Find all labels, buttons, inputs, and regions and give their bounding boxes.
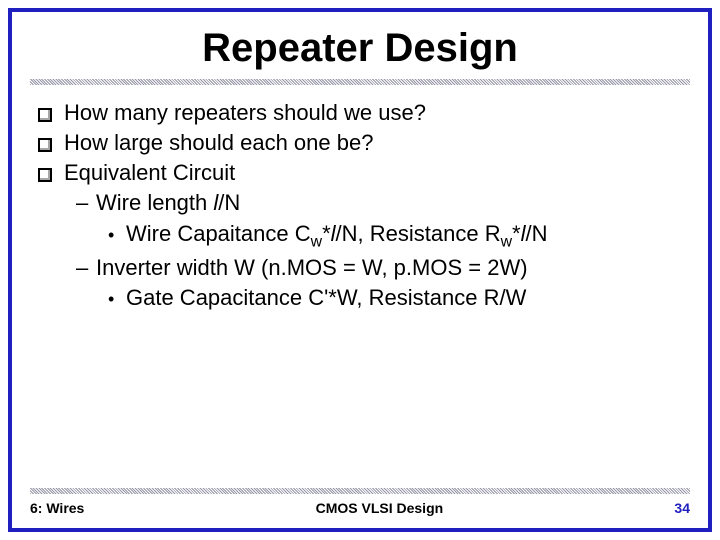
bullet-item: How many repeaters should we use? — [38, 99, 690, 127]
footer-left: 6: Wires — [30, 500, 84, 516]
text-fragment: * — [512, 221, 521, 246]
slide-footer: 6: Wires CMOS VLSI Design 34 — [30, 488, 690, 516]
bullet-text: Wire length l/N — [96, 189, 240, 217]
sub-bullet-item: – Inverter width W (n.MOS = W, p.MOS = 2… — [38, 254, 690, 282]
bullet-text: Equivalent Circuit — [64, 159, 235, 187]
bullet-text: How many repeaters should we use? — [64, 99, 426, 127]
text-subscript: w — [311, 233, 322, 250]
bullet-text: How large should each one be? — [64, 129, 373, 157]
text-fragment: /N, Resistance R — [336, 221, 501, 246]
dot-bullet-icon: • — [108, 226, 122, 244]
subsub-bullet-item: • Gate Capacitance C'*W, Resistance R/W — [38, 284, 690, 312]
text-fragment: /N — [525, 221, 547, 246]
slide-border: Repeater Design How many repeaters shoul… — [8, 8, 712, 532]
square-bullet-icon — [38, 138, 52, 152]
slide: Repeater Design How many repeaters shoul… — [0, 0, 720, 540]
bullet-text: Gate Capacitance C'*W, Resistance R/W — [126, 284, 526, 312]
dash-bullet-icon: – — [76, 254, 90, 282]
dash-bullet-icon: – — [76, 189, 90, 217]
text-subscript: w — [501, 233, 512, 250]
slide-body: How many repeaters should we use? How la… — [30, 85, 690, 313]
square-bullet-icon — [38, 168, 52, 182]
text-fragment: Wire Capaitance C — [126, 221, 311, 246]
bullet-item: How large should each one be? — [38, 129, 690, 157]
bullet-text: Wire Capaitance Cw*l/N, Resistance Rw*l/… — [126, 220, 547, 253]
subsub-bullet-item: • Wire Capaitance Cw*l/N, Resistance Rw*… — [38, 220, 690, 253]
text-fragment: * — [322, 221, 331, 246]
divider-bottom — [30, 488, 690, 494]
square-bullet-icon — [38, 108, 52, 122]
footer-page-number: 34 — [674, 500, 690, 516]
text-fragment: Wire length — [96, 190, 213, 215]
sub-bullet-item: – Wire length l/N — [38, 189, 690, 217]
text-fragment: /N — [218, 190, 240, 215]
divider-top — [30, 79, 690, 85]
footer-row: 6: Wires CMOS VLSI Design 34 — [30, 500, 690, 516]
footer-center: CMOS VLSI Design — [84, 500, 674, 516]
slide-title: Repeater Design — [30, 26, 690, 71]
bullet-text: Inverter width W (n.MOS = W, p.MOS = 2W) — [96, 254, 528, 282]
dot-bullet-icon: • — [108, 290, 122, 308]
bullet-item: Equivalent Circuit — [38, 159, 690, 187]
